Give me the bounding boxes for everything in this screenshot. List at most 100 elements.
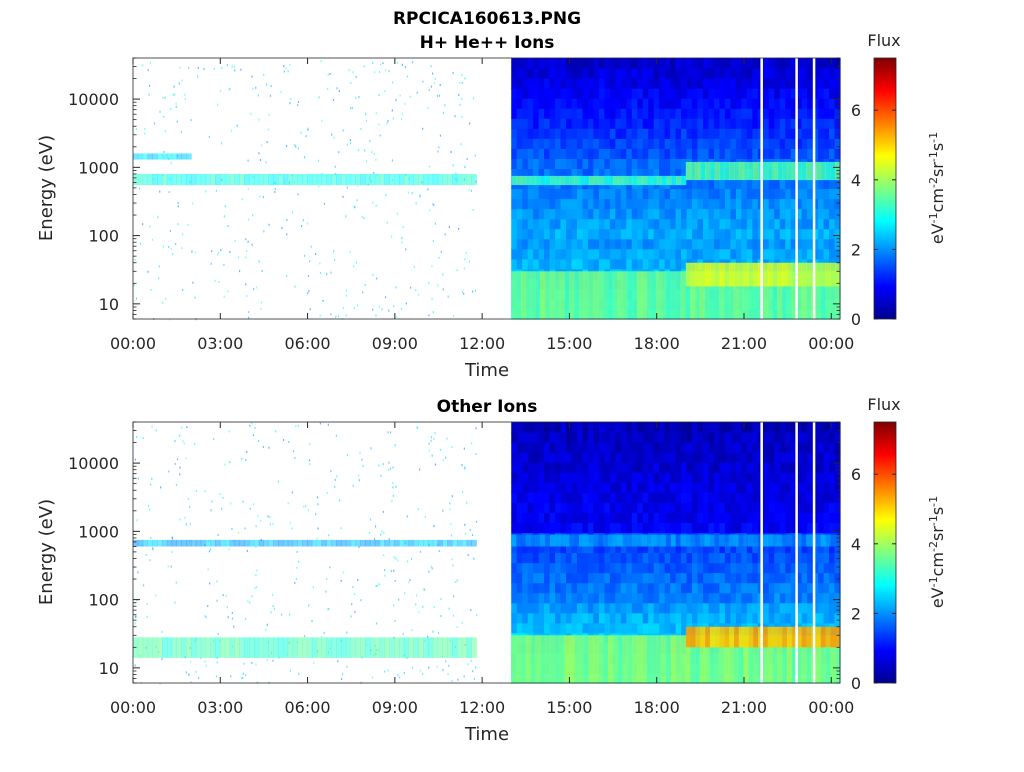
sparse-count <box>459 103 461 106</box>
spectrogram-cell <box>692 502 699 513</box>
sparse-count <box>233 625 235 628</box>
sparse-count <box>204 490 206 493</box>
spectrogram-cell <box>516 522 523 534</box>
spectrogram-cell <box>566 612 573 624</box>
sparse-count <box>372 308 374 311</box>
spectrogram-cell <box>560 68 567 79</box>
sparse-count <box>272 523 274 526</box>
spectrogram-cell <box>719 472 726 483</box>
spectrogram-cell <box>686 582 693 594</box>
spectrogram-cell <box>692 98 699 109</box>
spectrogram-cell <box>538 128 545 139</box>
spectrogram-cell <box>686 78 693 89</box>
spectrogram-cell <box>511 158 518 170</box>
spectrogram-band <box>801 161 807 181</box>
spectrogram-cell <box>566 98 573 109</box>
spectrogram-cell <box>544 128 551 139</box>
spectrogram-band <box>278 173 284 186</box>
spectrogram-cell <box>724 572 732 584</box>
sparse-count <box>287 502 289 505</box>
spectrogram-cell <box>549 218 556 230</box>
spectrogram-cell <box>730 198 737 210</box>
spectrogram-cell <box>768 148 775 159</box>
spectrogram-cell <box>708 248 715 260</box>
spectrogram-cell <box>544 198 551 210</box>
sparse-count <box>184 98 187 101</box>
colorbar-units: eV-1cm-2sr-1s-1 <box>927 496 948 608</box>
sparse-count <box>171 537 174 540</box>
spectrogram-cell <box>582 482 589 493</box>
spectrogram-cell <box>533 552 540 564</box>
spectrogram-cell <box>768 88 775 99</box>
sparse-count <box>464 532 467 535</box>
spectrogram-cell <box>615 158 622 170</box>
spectrogram-cell <box>626 208 633 220</box>
spectrogram-cell <box>516 422 523 433</box>
spectrogram-cell <box>713 118 721 129</box>
spectrogram-cell <box>818 512 825 523</box>
spectrogram-band <box>738 534 744 547</box>
sparse-count <box>249 507 251 510</box>
spectrogram-cell <box>823 522 830 534</box>
sparse-count <box>231 527 233 530</box>
spectrogram-cell <box>555 108 562 119</box>
spectrogram-cell <box>549 602 556 614</box>
spectrogram-cell <box>522 168 529 180</box>
spectrogram-band <box>641 534 648 547</box>
colorbar-label: Flux <box>867 395 900 414</box>
spectrogram-band <box>835 626 841 648</box>
spectrogram-cell <box>593 452 600 463</box>
spectrogram-cell <box>533 492 540 503</box>
spectrogram-cell <box>708 58 715 69</box>
spectrogram-cell <box>642 218 649 230</box>
spectrogram-cell <box>549 452 556 463</box>
spectrogram-cell <box>834 208 841 220</box>
spectrogram-band <box>302 539 308 547</box>
spectrogram-band <box>403 539 410 547</box>
sparse-count <box>142 64 144 67</box>
spectrogram-cell <box>664 118 671 129</box>
sparse-count <box>334 165 336 168</box>
spectrogram-band <box>777 635 783 683</box>
sparse-count <box>376 277 378 280</box>
spectrogram-cell <box>719 118 726 129</box>
sparse-count <box>213 67 215 70</box>
spectrogram-cell <box>626 622 633 634</box>
spectrogram-cell <box>752 612 759 624</box>
spectrogram-cell <box>533 622 540 634</box>
spectrogram-band <box>535 271 541 319</box>
spectrogram-cell <box>670 128 677 139</box>
spectrogram-cell <box>752 512 759 523</box>
spectrogram-cell <box>587 452 595 463</box>
spectrogram-cell <box>692 522 699 534</box>
sparse-count <box>239 270 241 273</box>
colorbar-label: Flux <box>867 31 900 50</box>
spectrogram-cell <box>538 118 545 129</box>
sparse-count <box>357 148 360 151</box>
spectrogram-cell <box>730 472 737 483</box>
sparse-count <box>411 61 414 64</box>
spectrogram-cell <box>708 98 715 109</box>
sparse-count <box>330 470 332 473</box>
spectrogram-cell <box>834 148 841 159</box>
spectrogram-cell <box>823 78 830 89</box>
spectrogram-cell <box>538 208 545 220</box>
spectrogram-band <box>244 539 250 547</box>
sparse-count <box>134 616 136 619</box>
spectrogram-cell <box>615 168 622 180</box>
spectrogram-cell <box>741 612 748 624</box>
spectrogram-band <box>801 262 807 287</box>
spectrogram-cell <box>697 512 704 523</box>
spectrogram-band <box>651 635 657 683</box>
spectrogram-cell <box>834 602 841 614</box>
spectrogram-cell <box>637 562 644 574</box>
spectrogram-band <box>157 637 163 658</box>
spectrogram-band <box>234 173 240 186</box>
spectrogram-cell <box>615 552 622 564</box>
spectrogram-cell <box>549 552 556 564</box>
spectrogram-cell <box>768 238 775 250</box>
spectrogram-cell <box>763 492 770 503</box>
spectrogram-cell <box>730 462 737 473</box>
sparse-count <box>447 295 449 298</box>
